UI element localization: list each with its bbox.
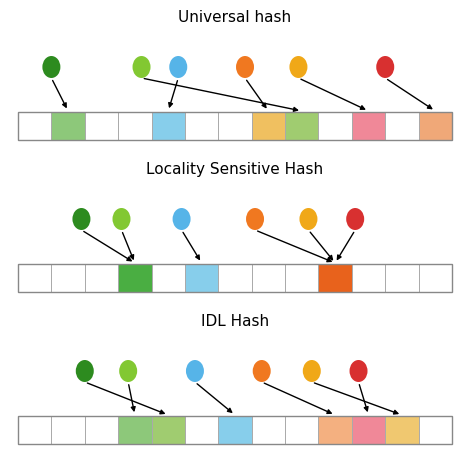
Bar [285,112,319,140]
Ellipse shape [169,56,187,78]
Ellipse shape [112,208,131,230]
Bar [319,112,352,140]
Bar [51,416,85,444]
Bar [218,112,252,140]
Bar [385,264,419,292]
Bar [51,112,85,140]
Ellipse shape [290,56,307,78]
Text: Universal hash: Universal hash [179,10,291,25]
Ellipse shape [299,208,317,230]
Bar [285,264,319,292]
Bar [352,264,385,292]
Bar [118,416,151,444]
Bar [151,264,185,292]
Ellipse shape [42,56,60,78]
Bar [18,264,51,292]
Bar [419,264,452,292]
Bar [218,264,252,292]
Ellipse shape [186,360,204,382]
Ellipse shape [303,360,321,382]
Bar [118,112,151,140]
Ellipse shape [76,360,94,382]
Bar [352,416,385,444]
Bar [18,416,452,444]
Bar [85,264,118,292]
Bar [419,112,452,140]
Ellipse shape [72,208,90,230]
Ellipse shape [246,208,264,230]
Ellipse shape [350,360,368,382]
Bar [18,264,452,292]
Text: IDL Hash: IDL Hash [201,314,269,329]
Bar [185,416,218,444]
Ellipse shape [376,56,394,78]
Bar [285,416,319,444]
Bar [118,264,151,292]
Ellipse shape [172,208,190,230]
Bar [252,112,285,140]
Bar [18,416,51,444]
Ellipse shape [119,360,137,382]
Bar [185,112,218,140]
Bar [252,264,285,292]
Ellipse shape [253,360,271,382]
Bar [385,416,419,444]
Bar [352,112,385,140]
Ellipse shape [346,208,364,230]
Bar [252,416,285,444]
Text: Locality Sensitive Hash: Locality Sensitive Hash [147,162,323,177]
Bar [151,416,185,444]
Bar [85,112,118,140]
Bar [51,264,85,292]
Bar [385,112,419,140]
Bar [419,416,452,444]
Ellipse shape [236,56,254,78]
Bar [85,416,118,444]
Bar [319,416,352,444]
Bar [18,112,452,140]
Bar [218,416,252,444]
Bar [185,264,218,292]
Bar [18,112,51,140]
Bar [151,112,185,140]
Bar [319,264,352,292]
Ellipse shape [133,56,150,78]
